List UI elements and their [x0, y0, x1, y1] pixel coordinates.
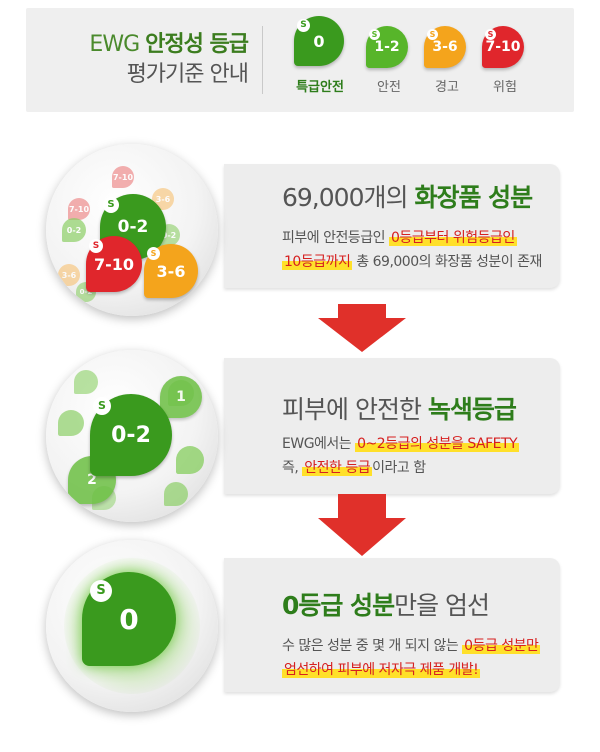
highlight-text: 0등급부터 위험등급인	[388, 230, 517, 246]
legend-label-1-2: 안전	[377, 80, 401, 95]
green-grades-circle: 1 2 S 0-2	[46, 350, 218, 522]
s-logo-icon: S	[93, 397, 111, 415]
down-arrow-icon	[318, 518, 406, 556]
s-logo-icon: S	[485, 29, 496, 40]
badge-0-large: S 0	[82, 572, 176, 666]
section1-headline: 69,000개의 화장품 성분	[282, 183, 533, 212]
highlight-text: 0~2등급의 성분을 SAFETY	[355, 436, 520, 452]
legend-grade-1-2: S 1-2 안전	[366, 26, 412, 95]
grade-3-6-badge: S 3-6	[424, 26, 466, 68]
s-logo-icon: S	[147, 247, 160, 260]
badge-0-2-large: S 0-2	[90, 394, 172, 476]
legend-label-3-6: 경고	[435, 80, 459, 95]
s-logo-icon: S	[427, 29, 438, 40]
section-green-grade: 피부에 안전한 녹색등급 EWG에서는 0~2등급의 성분을 SAFETY 즉,…	[46, 342, 560, 522]
grade-7-10-badge: S 7-10	[482, 26, 524, 68]
legend-grade-3-6: S 3-6 경고	[424, 26, 470, 95]
header-divider	[262, 26, 263, 94]
down-arrow-shaft	[338, 304, 386, 320]
title-strong: 안정성 등급	[145, 32, 249, 57]
highlight-text: 10등급까지	[282, 254, 353, 270]
title-prefix: EWG	[89, 32, 140, 57]
legend-label-0: 특급안전	[296, 80, 344, 95]
title-line2: 평가기준 안내	[126, 62, 249, 87]
s-logo-icon: S	[297, 19, 310, 32]
section2-panel: 피부에 안전한 녹색등급 EWG에서는 0~2등급의 성분을 SAFETY 즉,…	[224, 358, 560, 494]
mixed-grades-circle: 7-10 3-6 7-10 0-2 3-6 0-2 0-2 S 0-2 S 7-…	[46, 144, 218, 316]
legend-grade-7-10: S 7-10 위험	[482, 26, 528, 95]
s-logo-icon: S	[103, 197, 119, 213]
zero-grade-circle: S 0	[46, 540, 218, 712]
badge-3-6: S 3-6	[144, 244, 198, 298]
highlight-text: 엄선하여 피부에 저자극 제품 개발!	[282, 662, 481, 678]
section-all-ingredients: 69,000개의 화장품 성분 피부에 안전등급인 0등급부터 위험등급인 10…	[46, 134, 560, 316]
highlight-text: 안전한 등급	[302, 460, 373, 476]
section1-panel: 69,000개의 화장품 성분 피부에 안전등급인 0등급부터 위험등급인 10…	[224, 164, 560, 288]
section3-headline: 0등급 성분만을 엄선	[282, 591, 490, 620]
ewg-grade-header: EWG 안정성 등급 평가기준 안내 S 0 특급안전 S 1-2 안전 S 3…	[26, 8, 574, 112]
down-arrow-shaft	[338, 494, 386, 522]
legend-label-7-10: 위험	[493, 80, 517, 95]
legend-grade-0: S 0 특급안전	[294, 16, 346, 95]
section3-description: 수 많은 성분 중 몇 개 되지 않는 0등급 성분만 엄선하여 피부에 저자극…	[282, 638, 541, 678]
down-arrow-icon	[318, 318, 406, 352]
s-logo-icon: S	[90, 580, 112, 602]
section1-description: 피부에 안전등급인 0등급부터 위험등급인 10등급까지 총 69,000의 화…	[282, 230, 542, 270]
header-title: EWG 안정성 등급 평가기준 안내	[34, 30, 249, 90]
section3-panel: 0등급 성분만을 엄선 수 많은 성분 중 몇 개 되지 않는 0등급 성분만 …	[224, 558, 560, 692]
highlight-text: 0등급 성분만	[462, 638, 541, 654]
badge-7-10: S 7-10	[86, 236, 142, 292]
s-logo-icon: S	[89, 239, 103, 253]
section2-headline: 피부에 안전한 녹색등급	[282, 395, 517, 424]
grade-1-2-badge: S 1-2	[366, 26, 408, 68]
section2-description: EWG에서는 0~2등급의 성분을 SAFETY 즉, 안전한 등급 이라고 함	[282, 436, 520, 476]
s-logo-icon: S	[369, 29, 380, 40]
section-zero-grade: 0등급 성분만을 엄선 수 많은 성분 중 몇 개 되지 않는 0등급 성분만 …	[46, 540, 560, 720]
grade-0-badge: S 0	[294, 16, 344, 66]
badge-1: 1	[160, 376, 202, 418]
